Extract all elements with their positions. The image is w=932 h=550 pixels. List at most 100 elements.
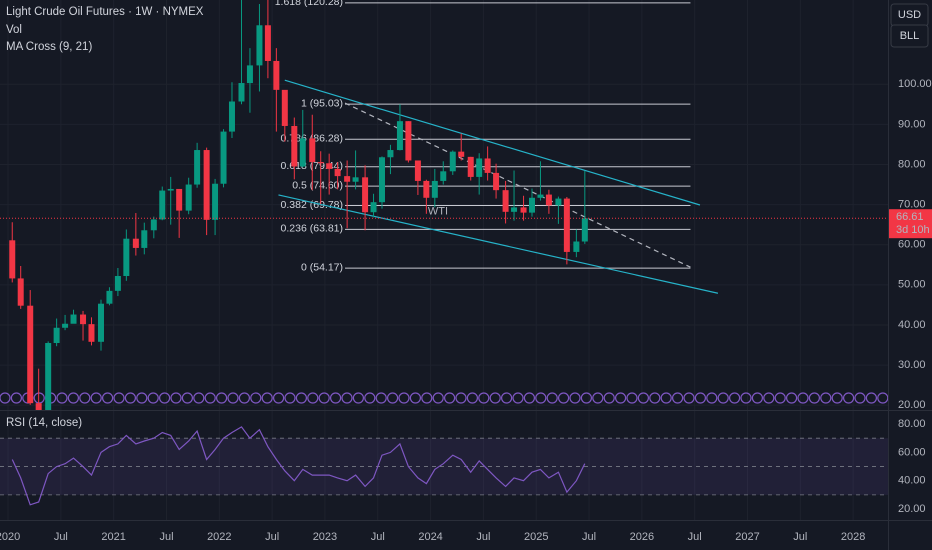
candle-body: [563, 198, 570, 252]
unit-button[interactable]: [890, 24, 929, 48]
x-tick-label: Jul: [476, 531, 490, 543]
event-marker: [797, 392, 809, 404]
event-marker: [831, 392, 843, 404]
candle-body: [396, 121, 403, 151]
candle-body: [431, 180, 438, 198]
event-marker: [33, 392, 45, 404]
candle-body: [132, 238, 139, 248]
fib-label: 0.236 (63.81): [281, 223, 343, 235]
candle-body: [405, 121, 412, 161]
event-marker: [136, 392, 148, 404]
event-marker: [261, 392, 273, 404]
event-marker: [284, 392, 296, 404]
event-marker: [10, 392, 22, 404]
event-marker: [227, 392, 239, 404]
event-marker: [90, 392, 102, 404]
x-tick-label: 2024: [418, 531, 442, 543]
candle-body: [256, 25, 263, 66]
rsi-tick-label: 60.00: [898, 446, 926, 458]
event-marker: [603, 392, 615, 404]
fib-label: 0.5 (74.60): [292, 179, 343, 191]
candle-body: [573, 241, 580, 252]
event-marker: [580, 392, 593, 404]
event-marker: [250, 392, 262, 404]
candle-body: [387, 150, 394, 158]
event-marker: [193, 392, 205, 404]
candle-body: [291, 125, 298, 167]
event-marker: [56, 392, 68, 404]
event-marker: [637, 392, 650, 404]
candle-body: [581, 218, 588, 242]
candle-body: [423, 180, 430, 198]
candle-body: [493, 172, 500, 191]
candle-body: [62, 323, 69, 328]
event-marker: [455, 392, 467, 404]
candle-body: [414, 160, 421, 181]
candle-body: [555, 198, 562, 206]
rsi-pane: [0, 426, 888, 506]
event-marker: [740, 392, 752, 404]
candle-body: [458, 151, 465, 157]
candle-body: [159, 190, 166, 220]
event-marker: [728, 392, 741, 404]
event-marker: [0, 392, 11, 404]
x-tick-label: Jul: [371, 531, 385, 543]
event-marker: [387, 392, 399, 404]
candle-body: [53, 327, 60, 344]
event-marker: [147, 392, 159, 404]
event-marker: [694, 392, 707, 404]
candle-body: [97, 303, 104, 342]
chart-title: Light Crude Oil Futures · 1W · NYMEX: [6, 6, 204, 18]
event-marker: [307, 392, 319, 404]
event-marker: [706, 392, 718, 404]
rsi-tick-label: 40.00: [898, 475, 926, 487]
candle-body: [114, 276, 121, 291]
event-marker: [478, 392, 490, 404]
candle-body: [299, 138, 306, 167]
event-marker: [614, 392, 627, 404]
candle-body: [309, 138, 316, 163]
rsi-tick-label: 80.00: [898, 418, 926, 430]
event-marker: [557, 392, 570, 404]
event-marker: [774, 392, 786, 404]
event-marker: [352, 392, 364, 404]
currency-button-label[interactable]: USD: [898, 9, 921, 21]
candle-body: [264, 25, 271, 61]
fib-label: 1 (95.03): [301, 97, 343, 109]
event-marker: [67, 392, 80, 404]
x-tick-label: 2022: [207, 531, 231, 543]
candle-body: [88, 324, 95, 342]
last-price-label: 66.61: [896, 211, 924, 223]
candle-body: [176, 188, 183, 211]
event-marker: [592, 392, 604, 404]
event-marker: [546, 392, 558, 404]
event-marker: [432, 392, 444, 404]
last-price-box: [889, 209, 932, 239]
candle-body: [238, 83, 245, 102]
event-marker: [501, 392, 513, 404]
candle-body: [27, 305, 34, 404]
candle-body: [185, 184, 192, 211]
candle-body: [352, 177, 359, 182]
candle-body: [317, 162, 324, 164]
x-tick-label: 2028: [841, 531, 865, 543]
event-marker: [512, 392, 524, 404]
event-marker: [398, 392, 410, 404]
candle-body: [123, 238, 130, 277]
event-marker: [295, 392, 307, 404]
event-marker: [101, 392, 114, 404]
event-marker: [660, 392, 672, 404]
event-marker: [671, 392, 684, 404]
x-tick-label: Jul: [159, 531, 173, 543]
unit-button-label[interactable]: BLL: [900, 30, 920, 42]
x-tick-label: 2020: [0, 531, 20, 543]
candle-body: [273, 60, 280, 90]
event-marker: [626, 392, 638, 404]
candle-body: [537, 194, 544, 198]
candle-body: [150, 219, 157, 231]
candle-body: [378, 157, 385, 203]
candle-body: [281, 89, 288, 126]
y-tick-label: 30.00: [898, 359, 926, 371]
